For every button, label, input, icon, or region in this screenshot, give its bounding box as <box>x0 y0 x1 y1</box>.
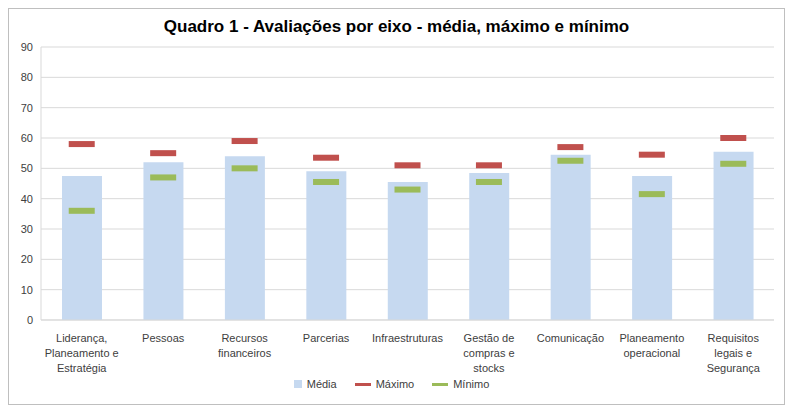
svg-text:Pessoas: Pessoas <box>142 332 185 344</box>
svg-text:30: 30 <box>21 223 33 235</box>
svg-text:Requisitoslegais eSegurança: Requisitoslegais eSegurança <box>707 332 761 374</box>
svg-text:Comunicação: Comunicação <box>537 332 604 344</box>
svg-text:90: 90 <box>21 41 33 53</box>
svg-text:Recursosfinanceiros: Recursosfinanceiros <box>218 332 272 359</box>
svg-text:Parcerias: Parcerias <box>303 332 350 344</box>
svg-text:40: 40 <box>21 193 33 205</box>
svg-text:50: 50 <box>21 162 33 174</box>
svg-text:80: 80 <box>21 71 33 83</box>
svg-text:Infraestruturas: Infraestruturas <box>372 332 443 344</box>
svg-text:0: 0 <box>27 314 33 326</box>
svg-text:Gestão decompras estocks: Gestão decompras estocks <box>463 332 514 374</box>
html-text:Máximo: Máximo <box>375 378 415 390</box>
svg-text:10: 10 <box>21 284 33 296</box>
svg-text:Liderança,Planeamento eEstraté: Liderança,Planeamento eEstratégia <box>45 332 119 374</box>
svg-text:60: 60 <box>21 132 33 144</box>
svg-text:Planeamentooperacional: Planeamentooperacional <box>619 332 684 359</box>
svg-text:20: 20 <box>21 253 33 265</box>
html-text:Média: Média <box>306 378 337 390</box>
html-text:Mínimo: Mínimo <box>453 378 490 390</box>
html-text:Quadro 1 - Avaliações por eixo: Quadro 1 - Avaliações por eixo - média, … <box>163 17 630 36</box>
svg-text:70: 70 <box>21 102 33 114</box>
